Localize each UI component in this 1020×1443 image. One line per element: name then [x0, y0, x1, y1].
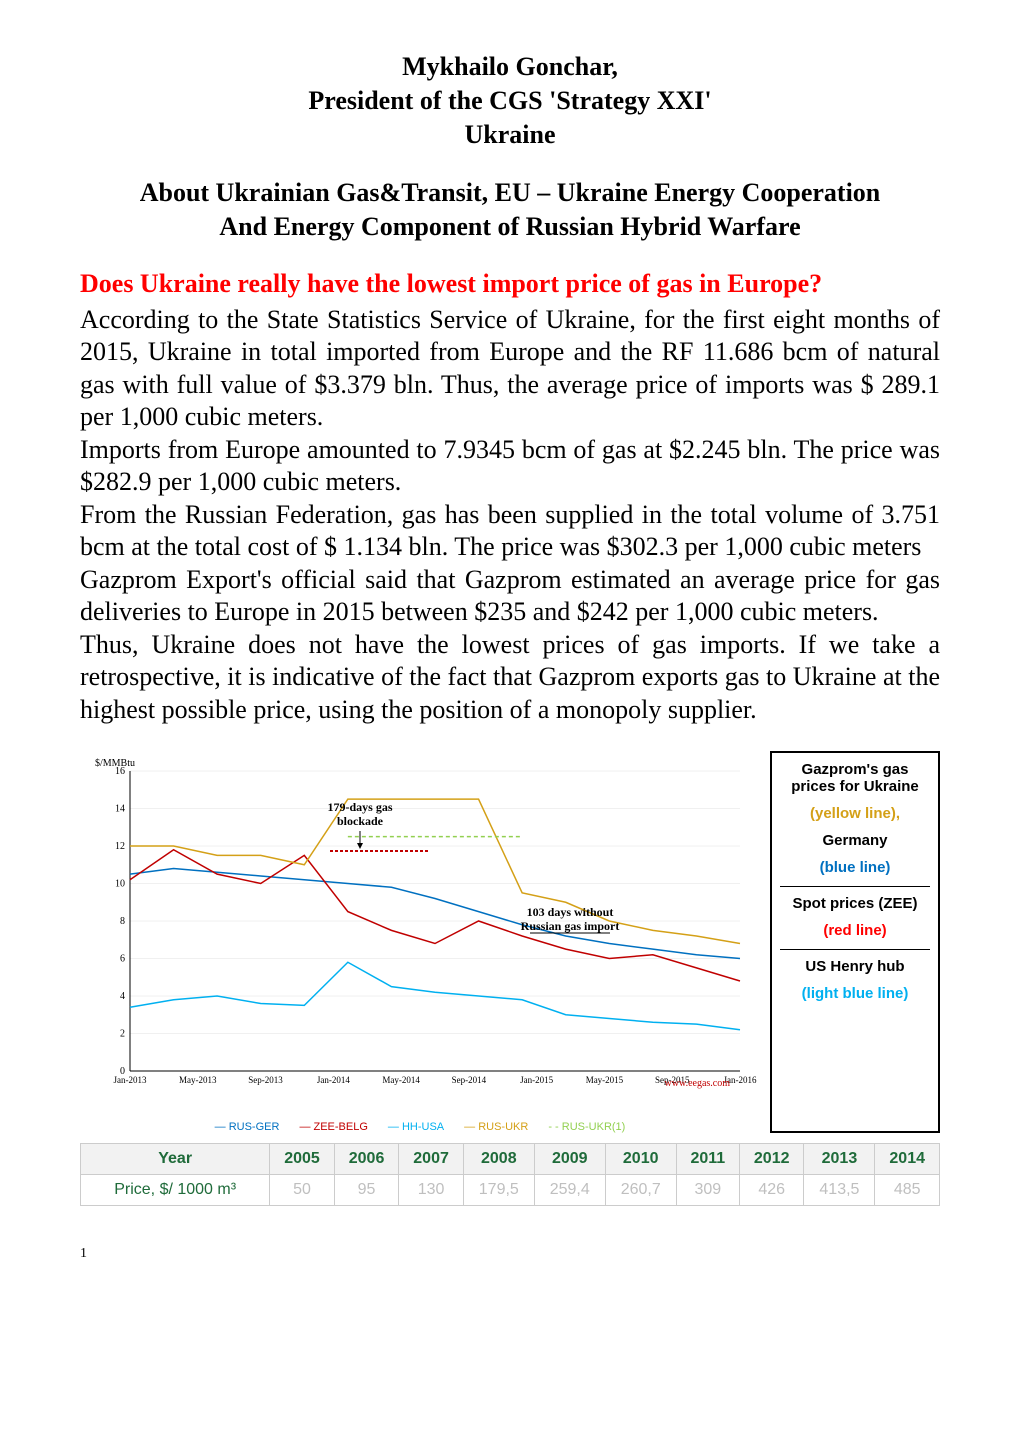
- td-2009: 259,4: [534, 1175, 605, 1206]
- section-question: Does Ukraine really have the lowest impo…: [80, 269, 940, 299]
- table-header-year: Year: [81, 1144, 270, 1175]
- legend-ukraine: (yellow line),: [780, 805, 930, 822]
- title-line-2: And Energy Component of Russian Hybrid W…: [80, 210, 940, 244]
- svg-text:4: 4: [120, 991, 125, 1002]
- author-name: Mykhailo Gonchar,: [80, 50, 940, 84]
- th-2011: 2011: [676, 1144, 739, 1175]
- legend-zee-belg: — ZEE-BELG: [299, 1121, 367, 1133]
- th-2008: 2008: [463, 1144, 534, 1175]
- td-2005: 50: [270, 1175, 335, 1206]
- td-2010: 260,7: [605, 1175, 676, 1206]
- td-2008: 179,5: [463, 1175, 534, 1206]
- svg-text:May-2014: May-2014: [382, 1075, 420, 1085]
- th-2014: 2014: [875, 1144, 940, 1175]
- legend-hh: (light blue line): [780, 985, 930, 1002]
- paragraph-5: Thus, Ukraine does not have the lowest p…: [80, 629, 940, 727]
- th-2012: 2012: [739, 1144, 804, 1175]
- svg-text:Jan-2015: Jan-2015: [520, 1075, 553, 1085]
- td-2011: 309: [676, 1175, 739, 1206]
- body-text: According to the State Statistics Servic…: [80, 304, 940, 727]
- legend-title: Gazprom's gas prices for Ukraine: [780, 761, 930, 795]
- paragraph-3: From the Russian Federation, gas has bee…: [80, 499, 940, 564]
- author-country: Ukraine: [80, 118, 940, 152]
- price-table: Year 2005 2006 2007 2008 2009 2010 2011 …: [80, 1143, 940, 1206]
- page-number: 1: [80, 1246, 940, 1262]
- svg-text:12: 12: [115, 841, 125, 852]
- legend-hh-label: US Henry hub: [780, 958, 930, 975]
- legend-spot-label: Spot prices (ZEE): [780, 895, 930, 912]
- legend-rus-ukr: — RUS-UKR: [464, 1121, 528, 1133]
- price-chart: $/MMBtu 0246810121416 Jan-2013May-2013Se…: [80, 751, 760, 1111]
- legend-spot: (red line): [780, 922, 930, 939]
- title-line-1: About Ukrainian Gas&Transit, EU – Ukrain…: [80, 176, 940, 210]
- td-2006: 95: [334, 1175, 399, 1206]
- chart-legend-bottom: — RUS-GER — ZEE-BELG — HH-USA — RUS-UKR …: [80, 1121, 760, 1133]
- legend-rus-ukr1: - - RUS-UKR(1): [548, 1121, 625, 1133]
- svg-text:2: 2: [120, 1029, 125, 1040]
- svg-text:Jan-2014: Jan-2014: [317, 1075, 350, 1085]
- th-2007: 2007: [399, 1144, 464, 1175]
- svg-text:6: 6: [120, 954, 125, 965]
- td-2012: 426: [739, 1175, 804, 1206]
- th-2005: 2005: [270, 1144, 335, 1175]
- svg-text:Sep-2014: Sep-2014: [452, 1075, 487, 1085]
- th-2009: 2009: [534, 1144, 605, 1175]
- svg-text:10: 10: [115, 879, 125, 890]
- chart-container: $/MMBtu 0246810121416 Jan-2013May-2013Se…: [80, 751, 940, 1133]
- svg-text:8: 8: [120, 916, 125, 927]
- paragraph-2: Imports from Europe amounted to 7.9345 b…: [80, 434, 940, 499]
- svg-text:May-2013: May-2013: [179, 1075, 217, 1085]
- th-2010: 2010: [605, 1144, 676, 1175]
- th-2013: 2013: [804, 1144, 875, 1175]
- th-2006: 2006: [334, 1144, 399, 1175]
- document-header: Mykhailo Gonchar, President of the CGS '…: [80, 50, 940, 151]
- svg-text:16: 16: [115, 766, 125, 777]
- document-title: About Ukrainian Gas&Transit, EU – Ukrain…: [80, 176, 940, 244]
- td-2007: 130: [399, 1175, 464, 1206]
- svg-text:Sep-2013: Sep-2013: [248, 1075, 283, 1085]
- chart-area: $/MMBtu 0246810121416 Jan-2013May-2013Se…: [80, 751, 760, 1133]
- chart-annotation-2-line1: 103 days without: [527, 905, 614, 919]
- legend-germany-label: Germany: [780, 832, 930, 849]
- svg-text:Jan-2013: Jan-2013: [114, 1075, 147, 1085]
- chart-annotation-1-line2: blockade: [337, 814, 384, 828]
- paragraph-1: According to the State Statistics Servic…: [80, 304, 940, 434]
- td-2013: 413,5: [804, 1175, 875, 1206]
- svg-text:May-2015: May-2015: [586, 1075, 624, 1085]
- table-header-row: Year 2005 2006 2007 2008 2009 2010 2011 …: [81, 1144, 940, 1175]
- legend-rus-ger: — RUS-GER: [215, 1121, 280, 1133]
- td-2014: 485: [875, 1175, 940, 1206]
- paragraph-4: Gazprom Export's official said that Gazp…: [80, 564, 940, 629]
- table-row-label: Price, $/ 1000 m³: [81, 1175, 270, 1206]
- legend-germany: (blue line): [780, 859, 930, 876]
- chart-source: www.eegas.com: [665, 1078, 731, 1089]
- svg-text:14: 14: [115, 804, 125, 815]
- legend-hh-usa: — HH-USA: [388, 1121, 444, 1133]
- chart-annotation-2-line2: Russian gas import: [521, 919, 620, 933]
- chart-annotation-1-line1: 179-days gas: [327, 800, 392, 814]
- author-title: President of the CGS 'Strategy XXI': [80, 84, 940, 118]
- table-price-row: Price, $/ 1000 m³ 50 95 130 179,5 259,4 …: [81, 1175, 940, 1206]
- chart-legend-box: Gazprom's gas prices for Ukraine (yellow…: [770, 751, 940, 1133]
